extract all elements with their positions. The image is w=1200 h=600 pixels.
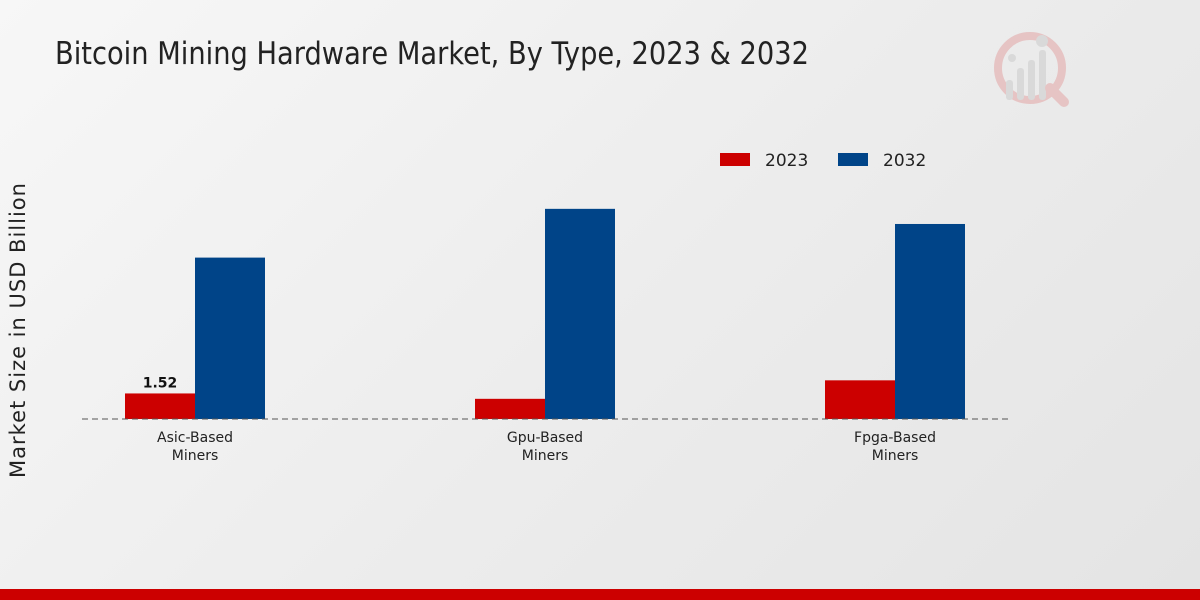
x-tick-label-line: Miners bbox=[522, 448, 569, 464]
bar-2023-0 bbox=[125, 393, 195, 419]
x-tick-label-line: Asic-Based bbox=[157, 430, 233, 446]
legend-swatch-2023 bbox=[720, 153, 750, 166]
legend-label: 2023 bbox=[765, 151, 808, 171]
bar-2023-2 bbox=[825, 380, 895, 419]
chart-title: Bitcoin Mining Hardware Market, By Type,… bbox=[55, 36, 809, 72]
x-tick-label: Fpga-Based Miners bbox=[854, 430, 936, 464]
bar-2032-0 bbox=[195, 257, 265, 419]
legend-swatch-2032 bbox=[838, 153, 868, 166]
bar-2032-1 bbox=[545, 208, 615, 419]
x-tick-label-line: Miners bbox=[872, 448, 919, 464]
data-label: 1.52 bbox=[143, 375, 178, 391]
brand-logo bbox=[992, 30, 1072, 116]
x-tick-label: Asic-Based Miners bbox=[157, 430, 233, 464]
x-tick-label-line: Miners bbox=[172, 448, 219, 464]
logo-icon bbox=[994, 32, 1069, 107]
bar-2023-1 bbox=[475, 398, 545, 419]
x-tick-label-line: Fpga-Based bbox=[854, 430, 936, 446]
footer-bar bbox=[0, 589, 1200, 600]
x-tick-label-line: Gpu-Based bbox=[507, 430, 583, 446]
legend-label: 2032 bbox=[883, 151, 926, 171]
bar-2032-2 bbox=[895, 223, 965, 419]
x-tick-label: Gpu-Based Miners bbox=[507, 430, 583, 464]
